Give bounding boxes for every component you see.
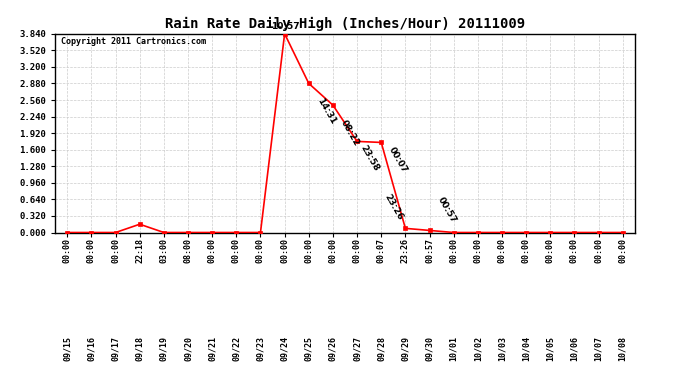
Text: 23:26: 23:26 <box>382 193 404 222</box>
Text: 09/25: 09/25 <box>304 336 313 361</box>
Text: 10:57: 10:57 <box>272 22 300 31</box>
Text: 09/21: 09/21 <box>208 336 217 361</box>
Text: 10/03: 10/03 <box>497 336 506 361</box>
Text: 09/17: 09/17 <box>111 336 120 361</box>
Text: 09/16: 09/16 <box>87 336 96 361</box>
Text: 09/15: 09/15 <box>63 336 72 361</box>
Text: 09/26: 09/26 <box>328 336 337 361</box>
Text: 00:57: 00:57 <box>435 195 457 224</box>
Text: 10/01: 10/01 <box>449 336 458 361</box>
Text: 10/02: 10/02 <box>473 336 482 361</box>
Text: 09/24: 09/24 <box>280 336 289 361</box>
Text: 09/20: 09/20 <box>184 336 193 361</box>
Text: 10/08: 10/08 <box>618 336 627 361</box>
Text: 00:07: 00:07 <box>387 145 409 174</box>
Text: 09/30: 09/30 <box>425 336 434 361</box>
Text: 09/22: 09/22 <box>232 336 241 361</box>
Text: 09/27: 09/27 <box>353 336 362 361</box>
Text: 23:58: 23:58 <box>358 144 380 173</box>
Text: 10/04: 10/04 <box>522 336 531 361</box>
Text: 10/05: 10/05 <box>546 336 555 361</box>
Text: 09/23: 09/23 <box>256 336 265 361</box>
Text: 09/18: 09/18 <box>135 336 144 361</box>
Text: 14:31: 14:31 <box>315 96 337 126</box>
Text: 08:22: 08:22 <box>339 118 361 147</box>
Title: Rain Rate Daily High (Inches/Hour) 20111009: Rain Rate Daily High (Inches/Hour) 20111… <box>165 17 525 31</box>
Text: 09/19: 09/19 <box>159 336 168 361</box>
Text: 09/29: 09/29 <box>401 336 410 361</box>
Text: Copyright 2011 Cartronics.com: Copyright 2011 Cartronics.com <box>61 37 206 46</box>
Text: 09/28: 09/28 <box>377 336 386 361</box>
Text: 10/07: 10/07 <box>594 336 603 361</box>
Text: 10/06: 10/06 <box>570 336 579 361</box>
